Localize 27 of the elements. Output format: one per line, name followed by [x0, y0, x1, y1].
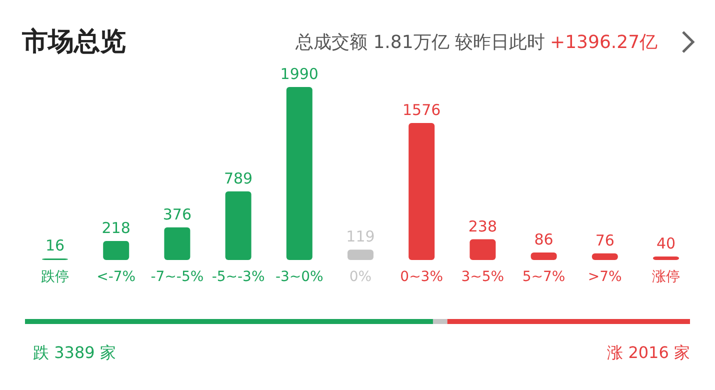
- data-label: 376: [162, 205, 192, 224]
- data-label: 218: [102, 219, 130, 238]
- data-label: 789: [224, 169, 253, 188]
- x-tick-label: 跌停: [41, 269, 69, 285]
- x-tick-label: 5~7%: [522, 269, 566, 285]
- data-label: 40: [656, 234, 676, 253]
- data-label: 1576: [402, 100, 441, 119]
- data-label: 16: [45, 236, 65, 254]
- text: 跌 3389 家: [33, 343, 116, 362]
- text: +1396.27亿: [550, 32, 658, 53]
- data-label: 86: [534, 230, 554, 249]
- data-label: 76: [595, 231, 614, 250]
- x-tick-label: -3~0%: [275, 269, 324, 285]
- x-tick-label: 涨停: [652, 269, 680, 285]
- x-tick-label: <-7%: [96, 269, 136, 285]
- chart-subtitle: 总成交额 1.81万亿 较昨日此时: [294, 32, 545, 53]
- x-tick-label: 0%: [349, 269, 372, 285]
- text: 涨 2016 家: [607, 343, 690, 362]
- chart-title: 市场总览: [21, 27, 126, 57]
- x-tick-label: -5~-3%: [212, 269, 265, 285]
- data-label: 1990: [280, 65, 318, 83]
- data-label: 238: [468, 217, 498, 236]
- x-tick-label: 3~5%: [461, 269, 504, 285]
- x-tick-label: >7%: [588, 269, 622, 285]
- x-tick-label: -7~-5%: [150, 269, 204, 285]
- data-label: 119: [346, 228, 375, 246]
- x-tick-label: 0~3%: [400, 269, 444, 285]
